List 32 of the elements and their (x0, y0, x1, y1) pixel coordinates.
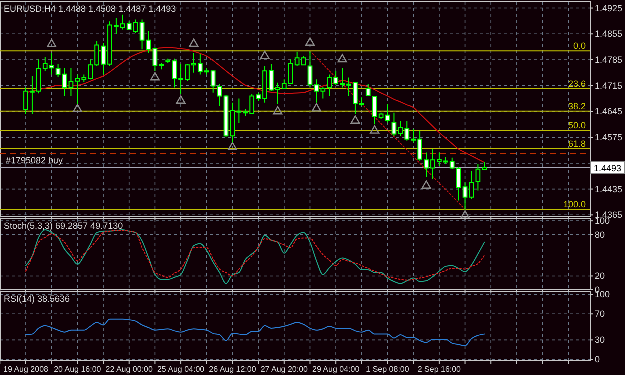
y-tick-label: 30 (595, 335, 606, 346)
chart-title: EURUSD,H4 1.4488 1.4508 1.4487 1.4493 (4, 4, 176, 14)
y-tick-label: 1.4575 (595, 132, 623, 143)
annotation: 23.6 (568, 78, 586, 89)
y-tick-label: 1.4925 (595, 3, 623, 14)
x-tick-label: 19 Aug 2008 (4, 365, 50, 374)
ref-line-label: #1795082 buy (6, 155, 64, 166)
annotation: 0.0 (573, 41, 586, 52)
y-tick-label: 70 (595, 309, 606, 320)
x-tick-label: 2 Sep 16:00 (418, 365, 462, 374)
y-tick-label: 1.4855 (595, 29, 623, 40)
y-tick-label: 1.4785 (595, 55, 623, 65)
annotation: 61.8 (568, 139, 586, 150)
chart-title: RSI(14) 38.5636 (4, 294, 70, 304)
x-tick-label: 25 Aug 04:00 (157, 365, 206, 374)
y-tick-label: 20 (595, 271, 606, 282)
ref-line-label: 1.4493 (594, 163, 622, 174)
chart-title: Stoch(5,3,3) 69.2857 49.7130 (4, 221, 124, 231)
y-tick-label: 0 (595, 354, 600, 365)
annotation: 38.2 (568, 101, 586, 112)
annotation: 50.0 (568, 120, 586, 131)
x-tick-label: 26 Aug 12:00 (209, 365, 257, 374)
x-tick-label: 20 Aug 16:00 (54, 365, 102, 374)
y-tick-label: 80 (595, 230, 606, 240)
y-tick-label: 1.4435 (595, 184, 623, 194)
y-tick-label: 1.4645 (595, 106, 623, 117)
y-tick-label: 1.4715 (595, 80, 623, 91)
annotation: 100.0 (563, 200, 586, 210)
x-tick-label: 1 Sep 08:00 (366, 365, 410, 374)
x-tick-label: 27 Aug 20:00 (260, 365, 309, 374)
x-tick-label: 29 Aug 04:00 (312, 365, 360, 374)
x-tick-label: 22 Aug 00:00 (106, 365, 154, 374)
